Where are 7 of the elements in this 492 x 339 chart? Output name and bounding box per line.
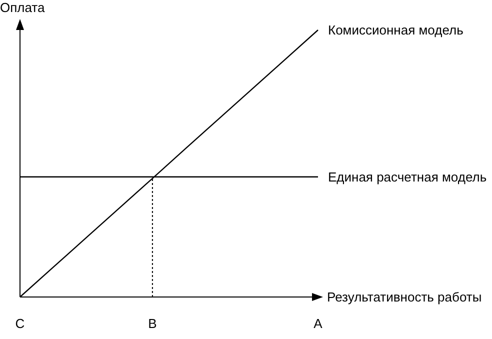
x-tick-label: B <box>148 316 157 332</box>
x-tick-label: C <box>15 316 25 332</box>
series-label: Единая расчетная модель <box>328 169 487 184</box>
x-tick-label: A <box>314 316 323 332</box>
y-axis-title: Оплата <box>0 0 46 15</box>
series-label: Комиссионная модель <box>328 22 464 38</box>
x-axis-title: Результативность работы <box>327 290 482 305</box>
